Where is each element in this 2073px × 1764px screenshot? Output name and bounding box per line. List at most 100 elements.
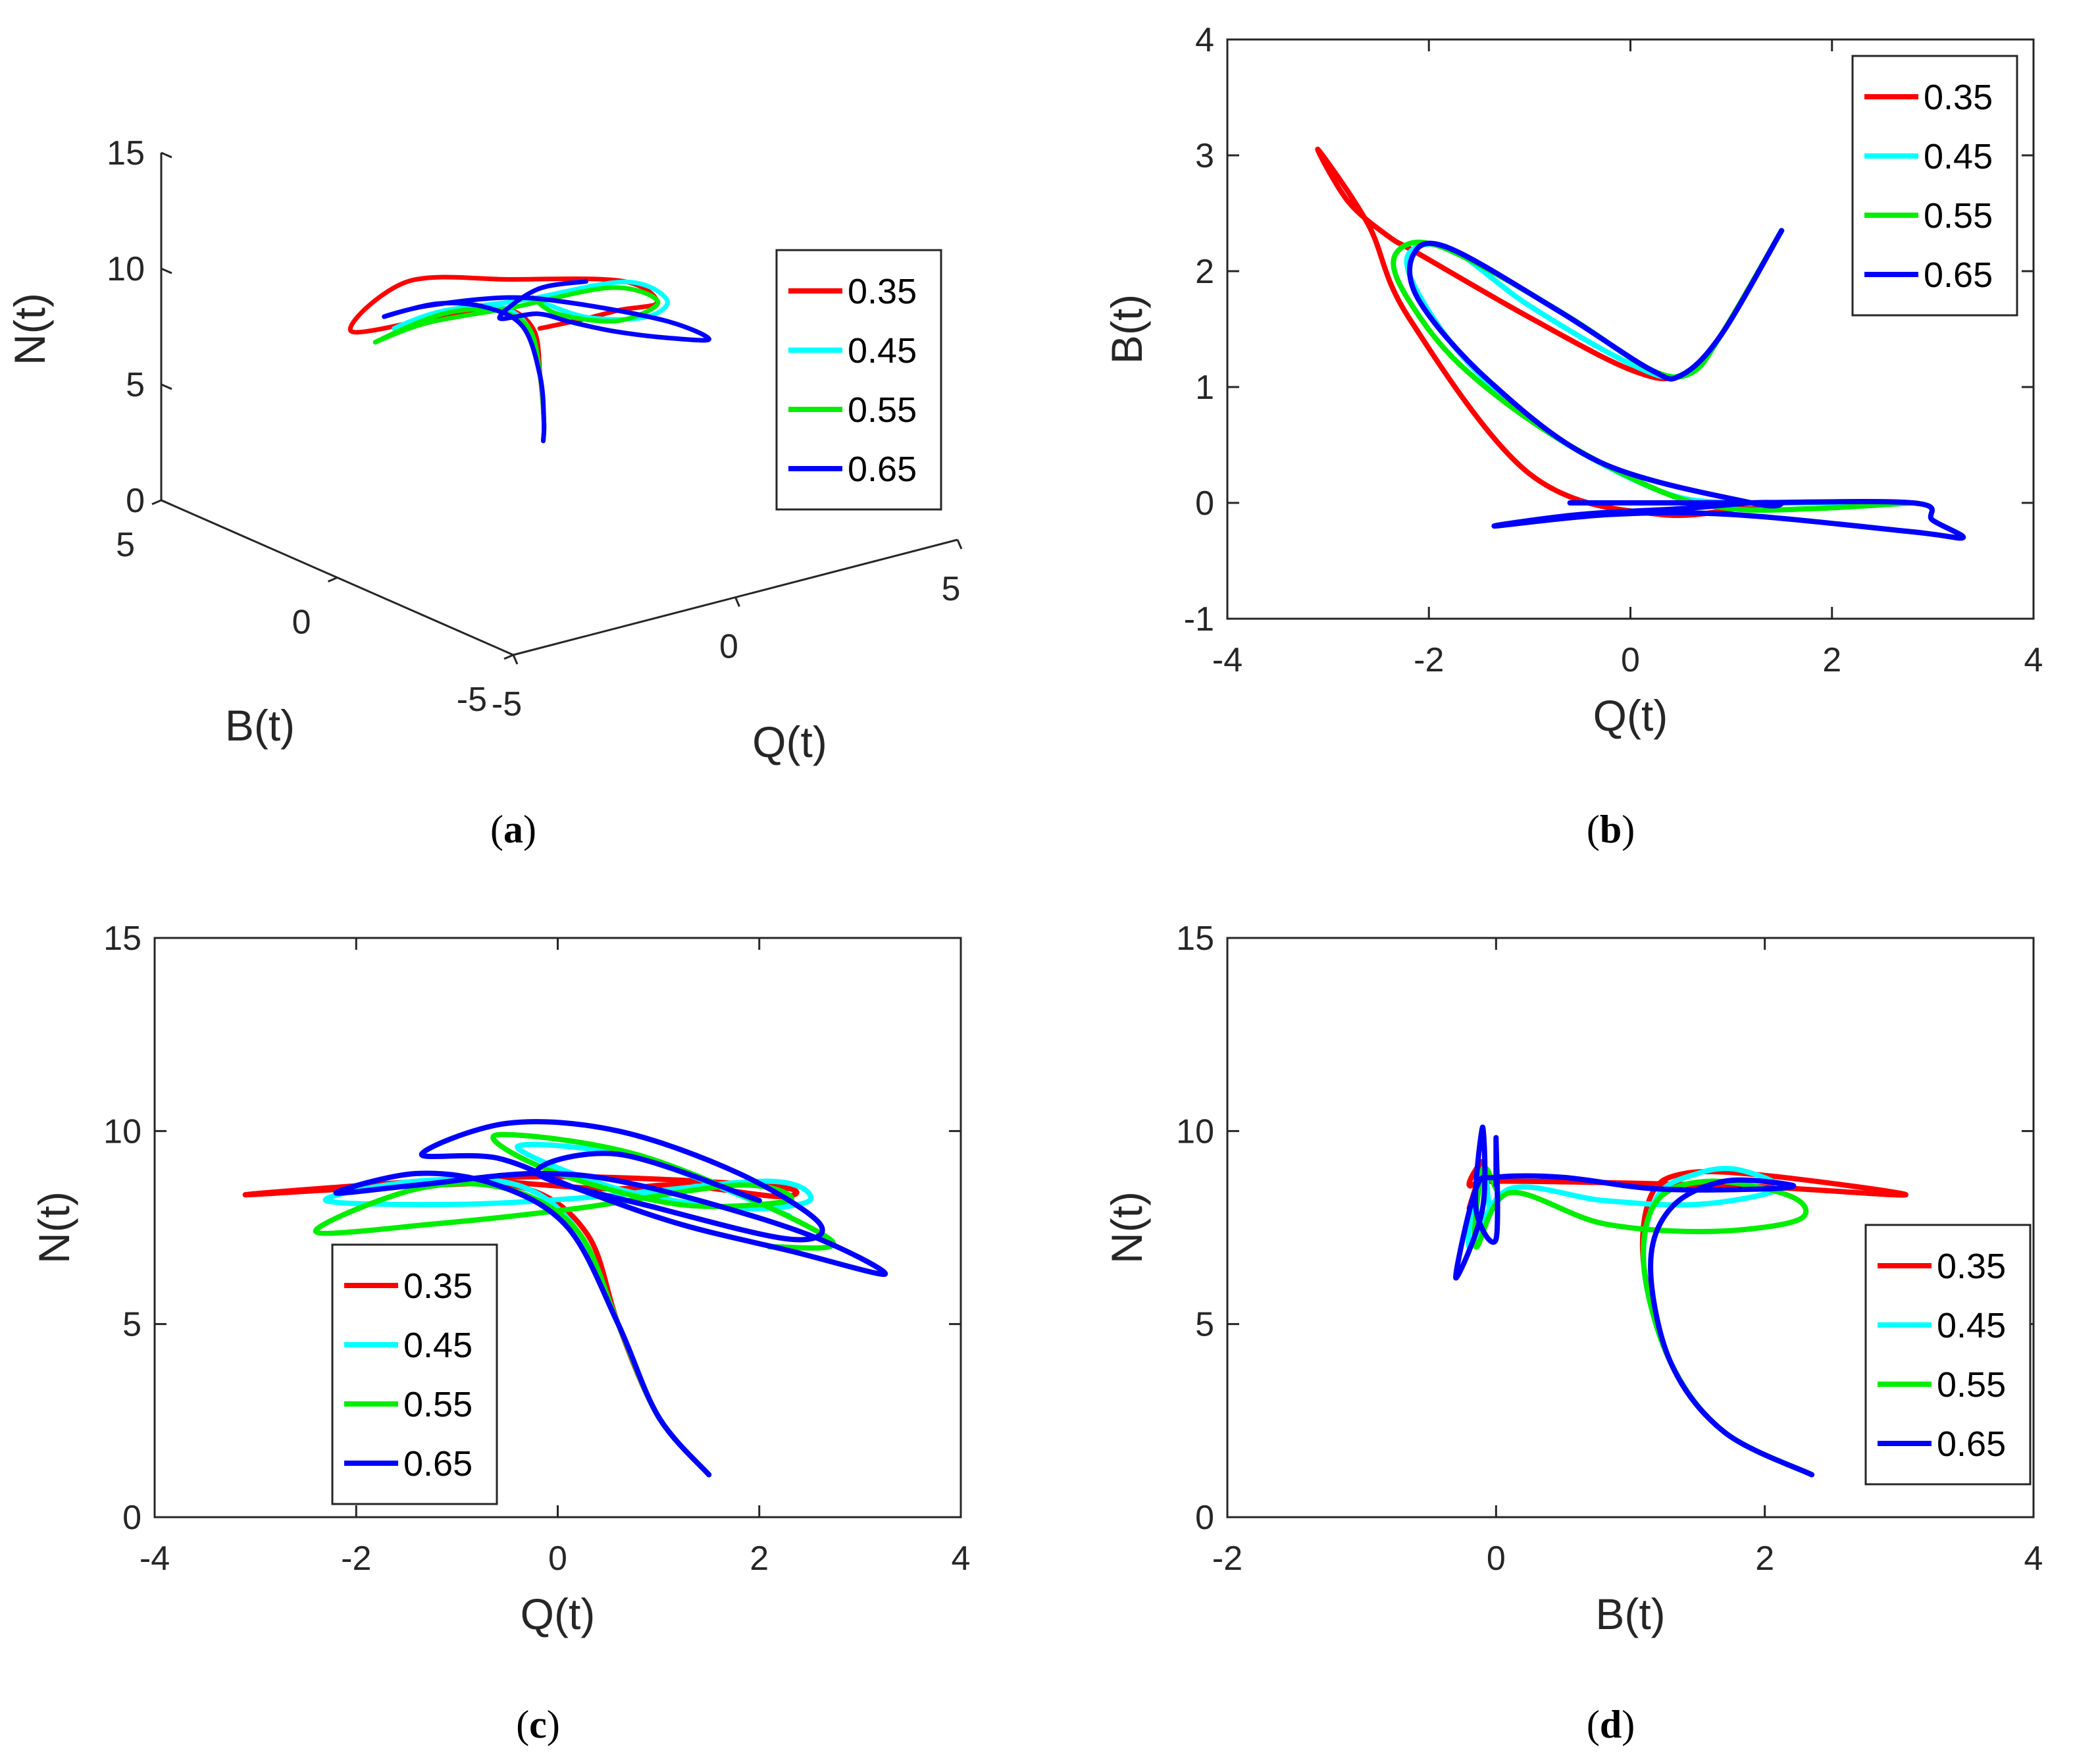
x-axis-label: B(t) (1595, 1590, 1665, 1638)
y-tick-label: 0 (1195, 484, 1214, 523)
b-tick-label: 0 (292, 604, 311, 642)
panel-caption-part: ) (523, 808, 536, 851)
legend-label: 0.65 (848, 450, 917, 489)
legend-label: 0.45 (1937, 1306, 2006, 1345)
y-axis-label: N(t) (30, 1191, 78, 1264)
legend-label: 0.65 (1937, 1424, 2006, 1464)
legend-label: 0.35 (1924, 78, 1993, 117)
y-tick-label: 10 (103, 1112, 141, 1151)
series-group (1315, 147, 1966, 541)
x-axis-label: Q(t) (1593, 691, 1668, 740)
b-tick-mark (503, 654, 514, 660)
x-tick-label: 0 (1487, 1540, 1506, 1578)
q-tick-mark (512, 654, 519, 665)
n-tick-label: 10 (107, 250, 145, 288)
panel-b-Q-B-projection: -4 -2 0 2 4 -1 0 1 2 3 4 Q(t) B(t) 0.35 0.45 0.55 0.65 (b… (1102, 21, 2043, 851)
panel-caption-part: ( (490, 808, 503, 851)
series-group (1453, 1124, 1908, 1478)
series-line-0.65 (382, 279, 711, 444)
y-tick-label: 2 (1195, 253, 1214, 291)
x-tick-label: -2 (1414, 641, 1444, 679)
x-axis-label: Q(t) (521, 1590, 596, 1638)
series-line-0.65 (1453, 1124, 1815, 1478)
panel-caption-part: ) (1622, 1703, 1635, 1746)
panel-caption: (d) (1587, 1703, 1635, 1746)
y-tick-label: 5 (122, 1306, 141, 1344)
x-tick-label: 0 (1621, 641, 1640, 679)
b-axis-label: B(t) (225, 701, 295, 750)
legend-label: 0.35 (403, 1266, 473, 1306)
panel-caption: (b) (1587, 808, 1635, 851)
legend-label: 0.45 (403, 1326, 473, 1365)
panel-a-3d-trajectory: -5 0 5 -5 0 5 0 5 10 15 Q(t) B(t) N(t) 0.35 0.45 0.55 0.… (5, 134, 963, 851)
n-tick-label: 15 (107, 134, 145, 172)
x-tick-label: 2 (1755, 1540, 1774, 1578)
legend-label: 0.35 (848, 272, 917, 311)
y-tick-label: -1 (1184, 600, 1214, 638)
y-tick-label: 4 (1195, 21, 1214, 59)
legend-label: 0.55 (403, 1385, 473, 1424)
b-tick-label: -5 (457, 681, 487, 719)
panel-c-Q-N-projection: -4 -2 0 2 4 0 5 10 15 Q(t) N(t) 0.35 0.45 0.55 0.65 (c) (30, 920, 970, 1746)
legend-label: 0.45 (848, 331, 917, 371)
x-tick-label: -4 (140, 1540, 170, 1578)
n-tick-label: 5 (126, 366, 145, 404)
panel-caption-part: a (503, 808, 523, 851)
y-tick-label: 10 (1176, 1112, 1214, 1151)
panel-caption: (a) (490, 808, 536, 851)
legend-label: 0.55 (1937, 1365, 2006, 1405)
series-line-0.65 (1407, 228, 1966, 541)
legend-label: 0.55 (848, 390, 917, 430)
y-axis-label: B(t) (1102, 294, 1151, 364)
legend-label: 0.65 (403, 1444, 473, 1484)
x-tick-label: 2 (1822, 641, 1841, 679)
x-tick-label: -4 (1212, 641, 1242, 679)
y-axis-label: N(t) (1102, 1191, 1151, 1264)
q-axis-label: Q(t) (752, 717, 827, 766)
series-line-0.65 (333, 1119, 888, 1478)
legend-label: 0.35 (1937, 1247, 2006, 1286)
series-group (242, 1119, 888, 1478)
x-tick-label: 2 (750, 1540, 769, 1578)
y-tick-label: 15 (1176, 920, 1214, 958)
n-axis-label: N(t) (5, 293, 54, 365)
legend-label: 0.55 (1924, 196, 1993, 236)
b-tick-label: 5 (116, 526, 135, 564)
b-tick-mark (151, 499, 162, 506)
q-tick-label: 5 (942, 570, 961, 608)
q-tick-mark (734, 596, 740, 608)
n-tick-mark (161, 267, 172, 274)
y-tick-label: 3 (1195, 137, 1214, 175)
x-tick-label: -2 (1212, 1540, 1242, 1578)
panel-caption-part: b (1600, 808, 1622, 851)
y-tick-label: 1 (1195, 369, 1214, 407)
panel-caption-part: c (529, 1703, 547, 1746)
q-tick-label: 0 (719, 628, 738, 666)
x-tick-label: 4 (2024, 641, 2043, 679)
panel-caption-part: ) (1622, 808, 1635, 851)
x-tick-label: 4 (952, 1540, 971, 1578)
panel-caption-part: ( (516, 1703, 529, 1746)
n-tick-mark (161, 499, 172, 506)
x-tick-label: -2 (341, 1540, 371, 1578)
panel-caption-part: ( (1587, 808, 1600, 851)
n-tick-mark (161, 151, 172, 159)
x-tick-label: 4 (2024, 1540, 2043, 1578)
panel-caption-part: ( (1587, 1703, 1600, 1746)
y-tick-label: 0 (122, 1499, 141, 1537)
legend-label: 0.65 (1924, 255, 1993, 295)
n-tick-mark (161, 383, 172, 390)
y-tick-label: 0 (1195, 1499, 1214, 1537)
b-tick-mark (327, 577, 338, 583)
y-tick-label: 15 (103, 920, 141, 958)
axes-box (1226, 937, 2035, 1518)
x-tick-label: 0 (548, 1540, 567, 1578)
q-tick-label: -5 (492, 685, 522, 723)
n-tick-label: 0 (126, 482, 145, 520)
panel-caption-part: d (1600, 1703, 1622, 1746)
panel-caption: (c) (516, 1703, 560, 1746)
legend-label: 0.45 (1924, 137, 1993, 176)
q-tick-mark (956, 539, 963, 550)
